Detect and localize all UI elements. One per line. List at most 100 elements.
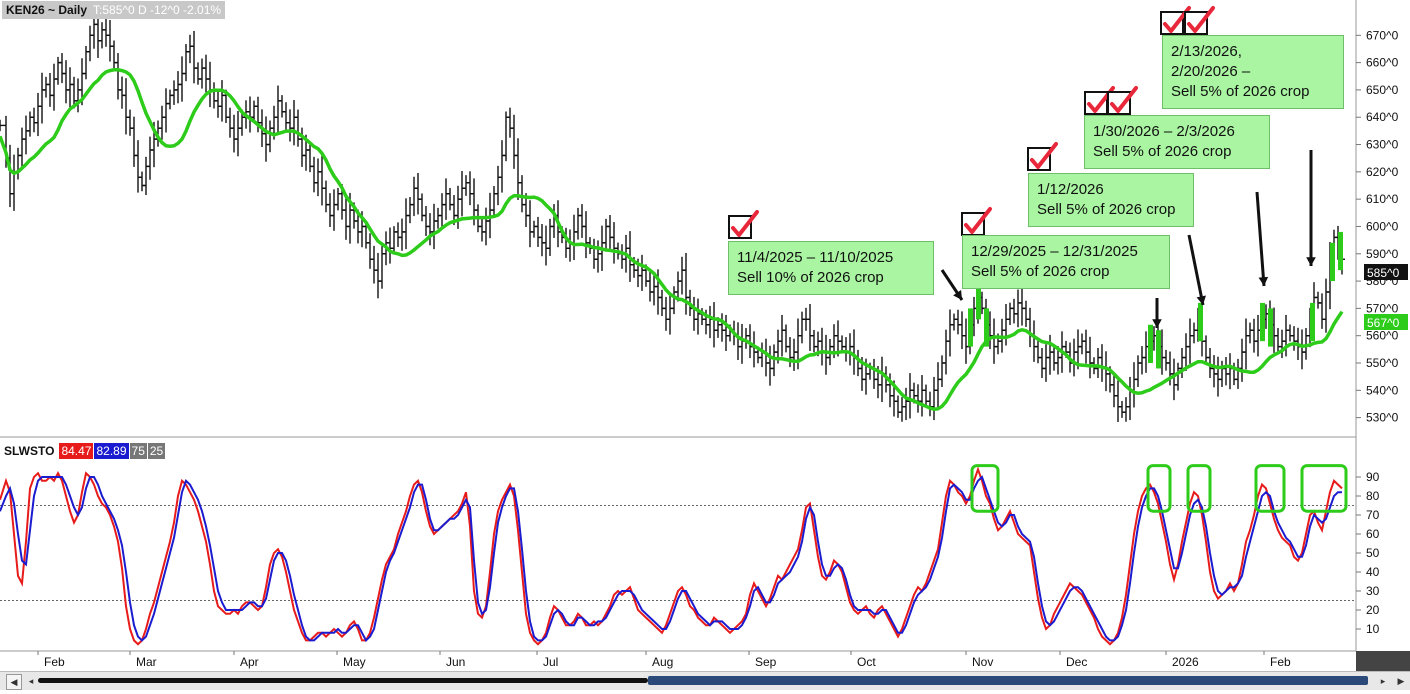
ohlc-bar bbox=[927, 391, 933, 417]
annotation-5-line-3: Sell 5% of 2026 crop bbox=[1171, 83, 1310, 100]
ohlc-bar bbox=[639, 254, 645, 291]
horizontal-scrollbar[interactable]: ◀ ◂ ▸ ▶ bbox=[0, 671, 1410, 690]
ohlc-bar bbox=[375, 252, 381, 299]
price-ytick-label: 660^0 bbox=[1366, 56, 1399, 70]
ohlc-bar bbox=[411, 176, 417, 217]
ohlc-bar bbox=[547, 218, 553, 256]
ohlc-bar bbox=[435, 207, 441, 229]
highlighted-sell-bar bbox=[1310, 302, 1315, 342]
arrow-down-icon bbox=[1187, 234, 1206, 306]
ohlc-bar bbox=[423, 205, 429, 237]
ohlc-bar bbox=[511, 114, 517, 169]
ohlc-bar bbox=[195, 62, 201, 85]
quote-label: T:585^0 D -12^0 -2.01% bbox=[93, 3, 222, 17]
scroll-right-small-arrow-icon[interactable]: ▸ bbox=[1380, 676, 1386, 686]
ohlc-bar bbox=[1135, 355, 1141, 388]
arrow-down-icon bbox=[940, 269, 964, 301]
x-tick-label: Feb bbox=[1270, 655, 1291, 669]
ohlc-bar bbox=[295, 109, 301, 147]
highlighted-sell-bar bbox=[1268, 308, 1273, 347]
ohlc-bar bbox=[991, 318, 997, 364]
ohlc-bar bbox=[711, 302, 717, 348]
ohlc-bar bbox=[75, 78, 81, 113]
ohlc-bar bbox=[779, 314, 785, 357]
ohlc-bar bbox=[1211, 355, 1217, 388]
ohlc-bar bbox=[55, 56, 61, 85]
scrollbar-thumb[interactable] bbox=[648, 676, 1368, 685]
ohlc-bar bbox=[871, 358, 877, 389]
x-tick-label: Jun bbox=[446, 655, 465, 669]
arrow-head bbox=[1258, 276, 1269, 286]
ohlc-bar bbox=[1203, 335, 1209, 364]
ohlc-bar bbox=[1035, 340, 1041, 364]
symbol-label: KEN26 ~ Daily bbox=[6, 3, 88, 17]
ohlc-bar bbox=[839, 335, 845, 353]
ohlc-bar bbox=[679, 256, 685, 295]
ohlc-bar bbox=[879, 356, 885, 403]
annotation-1-line-1: 11/4/2025 – 11/10/2025 bbox=[737, 249, 894, 266]
scroll-left-arrow-icon[interactable]: ◀ bbox=[6, 674, 22, 690]
x-tick-label: Nov bbox=[972, 655, 993, 669]
price-ytick-label: 550^0 bbox=[1366, 356, 1399, 370]
ohlc-bar bbox=[591, 238, 597, 269]
ohlc-bar bbox=[1243, 318, 1249, 370]
ohlc-bar bbox=[391, 226, 397, 255]
stochastic-ytick-label: 60 bbox=[1366, 527, 1380, 541]
ohlc-bar bbox=[191, 30, 197, 84]
ohlc-bar bbox=[67, 67, 73, 108]
ohlc-bar bbox=[323, 180, 329, 213]
price-ytick-label: 610^0 bbox=[1366, 192, 1399, 206]
price-ytick-label: 620^0 bbox=[1366, 165, 1399, 179]
scroll-left-small-arrow-icon[interactable]: ◂ bbox=[28, 676, 34, 686]
ohlc-bar bbox=[507, 107, 513, 138]
ohlc-bar bbox=[307, 144, 313, 173]
ohlc-bar bbox=[335, 187, 341, 211]
ohlc-bar bbox=[235, 110, 241, 157]
ohlc-bar bbox=[807, 304, 813, 351]
ohlc-bar bbox=[431, 203, 437, 250]
ohlc-bar bbox=[1123, 397, 1129, 422]
lower-level-badge: 25 bbox=[147, 443, 166, 459]
stochastic-series-line bbox=[0, 466, 1343, 646]
ohlc-bar bbox=[571, 214, 577, 261]
annotation-5-line-1: 2/13/2026, bbox=[1171, 43, 1242, 60]
highlighted-sell-bar bbox=[1156, 330, 1161, 369]
arrow-shaft bbox=[1187, 234, 1205, 306]
price-ytick-label: 590^0 bbox=[1366, 247, 1399, 261]
ohlc-bar bbox=[659, 289, 665, 317]
ohlc-bar bbox=[1215, 356, 1221, 397]
ohlc-bar bbox=[707, 305, 713, 339]
ohlc-bar bbox=[39, 72, 45, 124]
ohlc-bar bbox=[619, 244, 625, 269]
ohlc-bar bbox=[11, 154, 17, 211]
checkmark-icon bbox=[1184, 6, 1215, 35]
ohlc-bar bbox=[527, 200, 533, 248]
ohlc-bar bbox=[491, 186, 497, 218]
ma-price-label: 567^0 bbox=[1367, 316, 1400, 330]
ma-tag: 567^0 bbox=[1364, 314, 1408, 330]
ohlc-bar bbox=[495, 165, 501, 206]
ohlc-bar bbox=[1083, 329, 1089, 364]
scrollbar-track-overview[interactable] bbox=[38, 678, 648, 683]
annotation-box-1: 11/4/2025 – 11/10/2025 Sell 10% of 2026 … bbox=[728, 241, 934, 295]
annotation-box-5: 2/13/2026, 2/20/2026 – Sell 5% of 2026 c… bbox=[1162, 35, 1344, 109]
arrow-down-icon bbox=[1152, 298, 1162, 328]
ohlc-bar bbox=[1095, 347, 1101, 379]
scroll-right-arrow-icon[interactable]: ▶ bbox=[1397, 676, 1405, 686]
price-ytick-label: 670^0 bbox=[1366, 28, 1399, 42]
ohlc-bar bbox=[371, 245, 377, 284]
ohlc-bar bbox=[171, 80, 177, 105]
ohlc-bar bbox=[35, 92, 41, 137]
ohlc-bar bbox=[279, 95, 285, 118]
ohlc-bar bbox=[1003, 304, 1009, 346]
stochastic-ytick-label: 50 bbox=[1366, 546, 1380, 560]
ohlc-bar bbox=[1019, 285, 1025, 326]
last-price-label: 585^0 bbox=[1367, 266, 1400, 280]
ohlc-bar bbox=[1103, 351, 1109, 392]
ohlc-bar bbox=[719, 313, 725, 342]
annotation-2-line-2: Sell 5% of 2026 crop bbox=[971, 263, 1110, 280]
ohlc-bar bbox=[183, 44, 189, 82]
ohlc-bar bbox=[179, 56, 185, 102]
ohlc-bar bbox=[327, 193, 333, 228]
